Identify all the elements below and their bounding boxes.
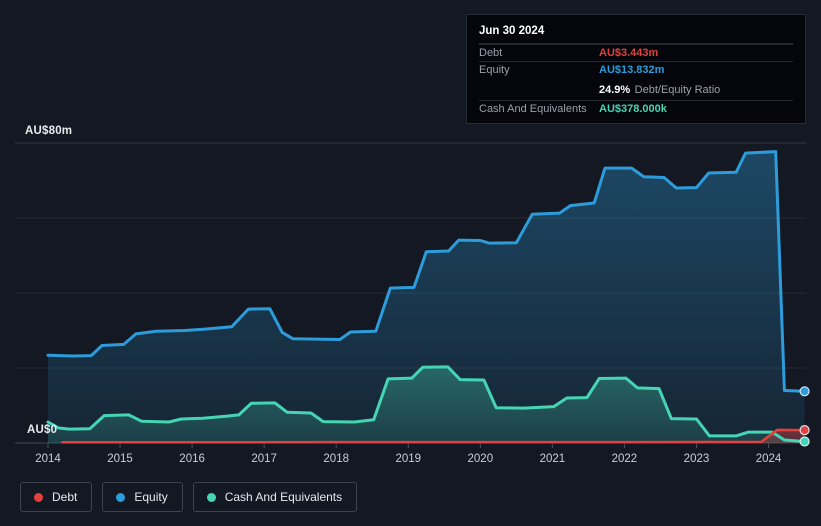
tooltip-equity-label: Equity: [479, 64, 510, 76]
x-tick-label-2017: 2017: [251, 453, 277, 465]
equity-area: [48, 151, 805, 443]
legend-label-equity: Equity: [134, 490, 168, 504]
x-tick-label-2021: 2021: [540, 453, 566, 465]
cash-endpoint-dot: [799, 436, 810, 447]
tooltip-debt-row: Debt AU$3.443m: [479, 44, 793, 61]
chart-tooltip: Jun 30 2024 Debt AU$3.443m Equity AU$13.…: [466, 14, 806, 124]
x-tick-label-2014: 2014: [35, 453, 61, 465]
y-axis-zero-label: AU$0: [27, 424, 58, 436]
tooltip-debt-label: Debt: [479, 47, 503, 59]
tooltip-equity-row: Equity AU$13.832m: [479, 61, 793, 78]
tooltip-date: Jun 30 2024: [479, 22, 793, 44]
x-tick-label-2018: 2018: [323, 453, 349, 465]
debt-line: [61, 428, 806, 444]
legend-label-cash: Cash And Equivalents: [224, 490, 343, 504]
legend-item-debt[interactable]: Debt: [20, 482, 93, 512]
y-axis-max-label: AU$80m: [25, 125, 73, 137]
tooltip-cash-row: Cash And Equivalents AU$378.000k: [479, 100, 793, 117]
debt-endpoint-dot: [799, 425, 810, 436]
x-tick-label-2015: 2015: [107, 453, 133, 465]
tooltip-ratio-value: 24.9%: [599, 84, 631, 96]
x-tick-label-2019: 2019: [395, 453, 421, 465]
tooltip-ratio-label: Debt/Equity Ratio: [634, 84, 721, 96]
legend-label-debt: Debt: [52, 490, 78, 504]
tooltip-equity-value: AU$13.832m: [599, 64, 665, 76]
cash-legend-dot-icon: [206, 492, 216, 502]
x-tick-label-2020: 2020: [468, 453, 494, 465]
tooltip-cash-label: Cash And Equivalents: [479, 103, 587, 115]
legend-item-cash[interactable]: Cash And Equivalents: [192, 482, 358, 512]
cash-area: [48, 366, 805, 443]
x-tick-label-2024: 2024: [756, 453, 782, 465]
chart-legend: Debt Equity Cash And Equivalents: [20, 482, 358, 512]
tooltip-ratio-row: 24.9% Debt/Equity Ratio: [479, 78, 793, 100]
equity-line: [46, 150, 807, 393]
x-tick-label-2022: 2022: [612, 453, 638, 465]
debt-legend-dot-icon: [34, 492, 43, 502]
tooltip-debt-value: AU$3.443m: [599, 47, 659, 59]
x-tick-label-2016: 2016: [179, 453, 205, 465]
legend-item-equity[interactable]: Equity: [102, 482, 183, 512]
cash-line: [46, 365, 807, 443]
equity-endpoint-dot: [799, 386, 810, 397]
equity-legend-dot-icon: [116, 492, 126, 502]
x-tick-label-2023: 2023: [684, 453, 710, 465]
tooltip-ratio: 24.9% Debt/Equity Ratio: [599, 80, 793, 98]
tooltip-cash-value: AU$378.000k: [599, 103, 667, 115]
